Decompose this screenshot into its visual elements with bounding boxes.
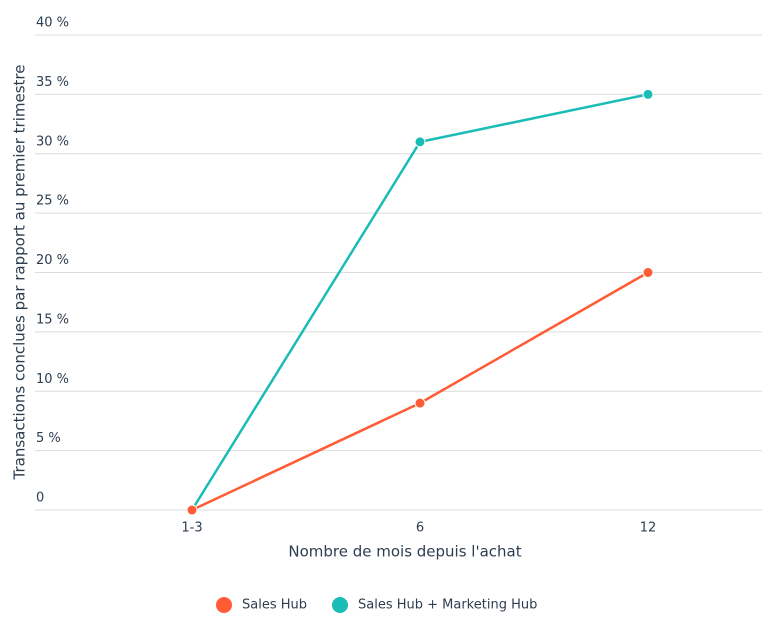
legend-marker	[332, 597, 348, 613]
legend-label: Sales Hub + Marketing Hub	[358, 598, 537, 613]
y-tick-label: 35 %	[36, 75, 69, 90]
y-tick-label: 25 %	[36, 194, 69, 209]
data-point	[414, 397, 426, 409]
legend-label: Sales Hub	[242, 598, 307, 613]
data-point	[642, 267, 654, 278]
y-tick-label: 5 %	[36, 431, 61, 446]
x-tick-label: 1-3	[181, 521, 202, 536]
y-tick-label: 15 %	[36, 312, 69, 327]
data-point	[642, 88, 654, 100]
y-tick-label: 30 %	[36, 134, 69, 149]
y-tick-label: 0	[36, 491, 44, 506]
y-tick-label: 40 %	[36, 16, 69, 31]
y-tick-label: 20 %	[36, 253, 69, 268]
x-axis-title: Nombre de mois depuis l'achat	[288, 543, 521, 561]
data-point	[186, 504, 198, 516]
y-tick-label: 10 %	[36, 372, 69, 387]
data-point	[414, 136, 426, 148]
y-axis-title: Transactions conclues par rapport au pre…	[11, 65, 29, 481]
series-line	[190, 93, 649, 511]
x-tick-label: 6	[416, 521, 424, 536]
x-tick-label: 12	[640, 521, 657, 536]
legend-marker	[216, 597, 232, 613]
